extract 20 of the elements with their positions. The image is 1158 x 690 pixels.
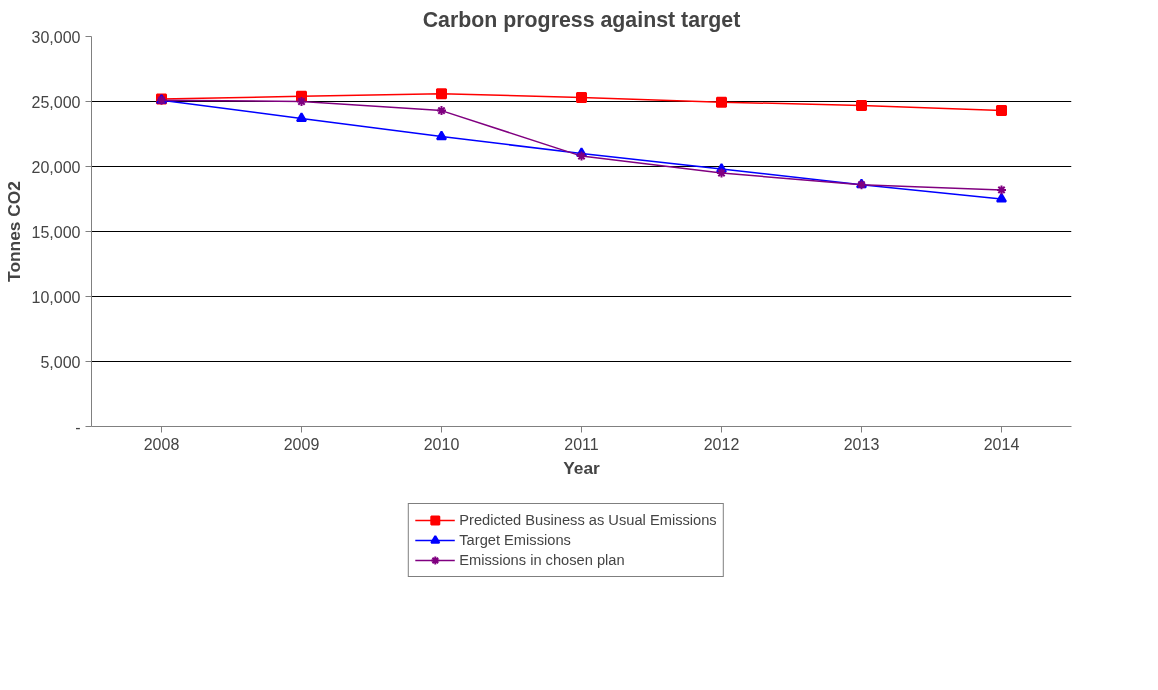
x-axis-title: Year bbox=[563, 457, 601, 478]
y-tick-label: 25,000 bbox=[31, 93, 81, 111]
x-tick-label: 2010 bbox=[423, 435, 460, 453]
chart-title: Carbon progress against target bbox=[422, 7, 741, 32]
x-tick-label: 2012 bbox=[703, 435, 740, 453]
x-tick-label: 2014 bbox=[983, 435, 1020, 453]
y-axis-title: Tonnes CO2 bbox=[3, 181, 24, 282]
x-tick-label: 2008 bbox=[143, 435, 180, 453]
x-tick-label: 2011 bbox=[564, 435, 599, 453]
legend-label: Predicted Business as Usual Emissions bbox=[459, 512, 717, 528]
y-tick-label: - bbox=[75, 418, 81, 436]
y-tick-label: 15,000 bbox=[31, 223, 81, 241]
x-tick-label: 2013 bbox=[843, 435, 880, 453]
y-tick-label: 5,000 bbox=[40, 353, 81, 371]
legend-label: Target Emissions bbox=[459, 532, 571, 548]
y-tick-label: 20,000 bbox=[31, 158, 81, 176]
legend-label: Emissions in chosen plan bbox=[459, 552, 625, 568]
y-tick-label: 10,000 bbox=[31, 288, 81, 306]
x-tick-label: 2009 bbox=[283, 435, 320, 453]
y-tick-label: 30,000 bbox=[31, 28, 81, 46]
